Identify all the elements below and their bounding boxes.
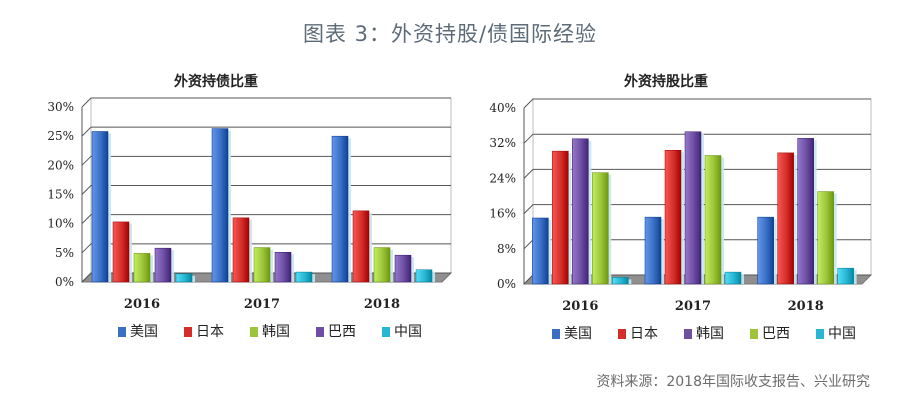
bar-中国-2016 [612,277,629,285]
bar-韩国-2017 [253,247,271,283]
y-tick-label: 30% [47,100,74,114]
gridline [81,155,451,166]
gridline [523,204,871,214]
y-tick-label: 25% [47,129,74,143]
legend-swatch [816,329,824,339]
bar-巴西-2016 [154,247,172,283]
bar-韩国-2016 [133,253,151,283]
bar-美国-2016 [91,131,109,283]
legend-label: 美国 [564,326,592,342]
legend-swatch [684,329,692,339]
gridline [81,126,451,137]
chart-title: 外资持股比重 [624,73,708,90]
legend-label: 巴西 [328,324,356,340]
gridline [523,168,871,179]
y-tick-label: 32% [489,136,516,150]
y-tick-label: 24% [489,171,516,185]
y-tick-label: 20% [47,158,74,172]
legend-swatch [382,327,390,337]
bar-韩国-2018 [373,247,391,283]
legend-swatch [184,327,192,337]
gridline [81,214,451,225]
bar-日本-2017 [664,149,682,285]
bar-巴西-2016 [592,172,609,285]
legend-swatch [250,327,258,337]
gridline [523,133,871,144]
legend-swatch [618,329,626,339]
legend-label: 韩国 [696,326,724,342]
bar-中国-2018 [837,267,854,285]
bar-美国-2017 [644,216,662,285]
bar-韩国-2017 [684,131,702,285]
legend-swatch [552,329,560,339]
bar-日本-2018 [352,210,370,283]
legend-label: 韩国 [262,324,290,340]
y-tick-label: 0% [497,277,516,291]
bar-巴西-2017 [704,155,722,285]
y-tick-label: 5% [55,246,74,260]
gridline [81,97,451,108]
bar-日本-2016 [552,150,569,285]
y-tick-label: 10% [47,217,74,231]
bar-美国-2017 [211,128,229,283]
chart-title: 外资持债比重 [174,73,258,90]
legend-label: 中国 [394,324,422,340]
x-tick-label: 2017 [675,299,711,314]
bar-日本-2018 [777,152,794,285]
y-tick-label: 15% [47,188,74,202]
equity-holding-chart: 外资持股比重 0% 8% 16% 24% 32% 40% 2016 2017 2018 美国 日本 韩国… [489,73,873,342]
bar-韩国-2016 [572,138,589,285]
gridline [81,185,451,195]
bar-中国-2017 [295,271,313,283]
gridline [81,243,451,254]
gridline [523,98,871,109]
x-tick-label: 2016 [562,299,598,314]
legend-label: 中国 [828,326,856,342]
x-tick-label: 2016 [124,297,160,312]
x-tick-label: 2017 [244,297,280,312]
y-tick-label: 8% [497,242,516,256]
bar-美国-2018 [757,216,774,285]
bar-巴西-2018 [817,191,834,285]
legend-swatch [118,327,126,337]
y-tick-label: 40% [489,101,516,115]
gridline [81,272,451,283]
x-tick-label: 2018 [788,299,824,314]
bar-美国-2018 [331,135,349,283]
bar-美国-2016 [532,217,549,285]
legend-label: 美国 [130,324,158,340]
legend-swatch [750,329,758,339]
page-title: 图表 3：外资持股/债国际经验 [302,22,598,46]
bar-中国-2017 [724,271,742,285]
bar-巴西-2018 [394,254,412,283]
legend-label: 巴西 [762,326,790,342]
bar-中国-2018 [415,269,433,283]
bar-日本-2017 [232,217,250,283]
bar-中国-2016 [175,273,193,283]
source-note: 资料来源：2018年国际收支报告、兴业研究 [596,374,870,390]
y-tick-label: 16% [489,207,516,221]
legend-label: 日本 [196,324,224,340]
legend-swatch [316,327,324,337]
y-tick-label: 0% [55,275,74,289]
x-tick-label: 2018 [364,297,400,312]
bond-holding-chart: 外资持债比重 0% 5% 10% 15% 20% 25% 30% 2016 2017 2018 美国 日… [47,73,453,340]
legend-label: 日本 [630,326,658,342]
bar-韩国-2018 [797,138,814,285]
bar-巴西-2017 [274,252,292,283]
bar-日本-2016 [112,221,130,283]
